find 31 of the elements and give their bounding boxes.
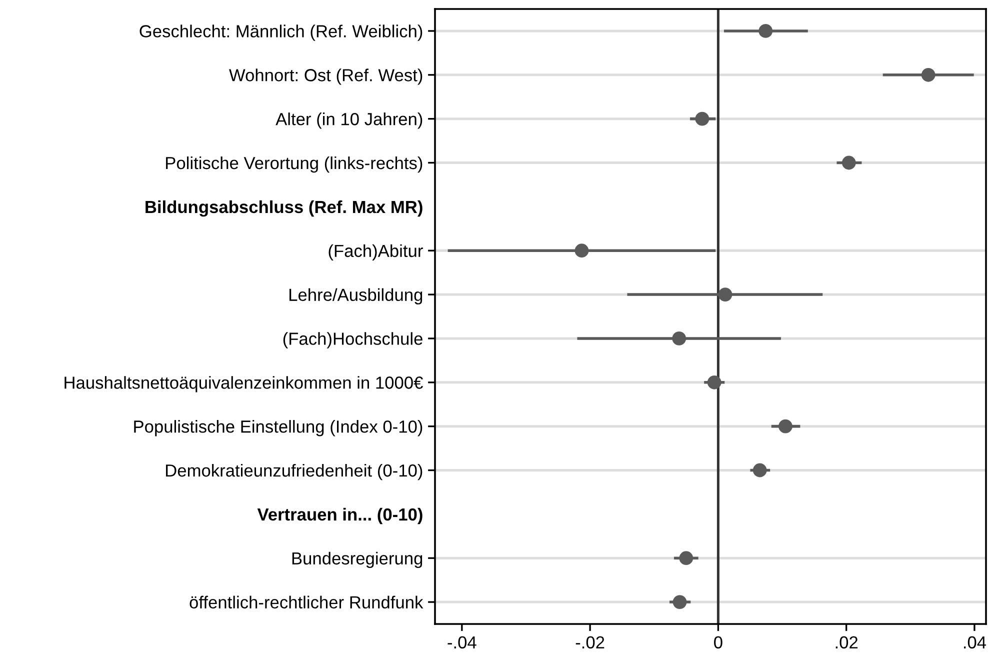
point [842,156,856,170]
point [758,24,773,38]
point [672,332,686,346]
point [752,463,767,478]
point [778,419,792,434]
x-tick-label: .02 [836,636,858,649]
y-tick-label: (Fach)Abitur [328,244,423,260]
x-tick-label: -.04 [448,636,476,649]
point [707,375,722,390]
y-tick-label: (Fach)Hochschule [283,332,422,348]
y-tick-label: Politische Verortung (links-rechts) [166,156,422,173]
y-tick-label: Vertrauen in... (0-10) [257,508,422,524]
y-tick-label: Alter (in 10 Jahren) [276,112,422,129]
y-tick-label: Bundesregierung [292,552,422,568]
x-tick-label: 0 [714,636,722,649]
y-tick-label: Haushaltsnettoäquivalenzeinkommen in 1000€ [64,376,423,392]
y-tick-label: Wohnort: Ost (Ref. West) [229,68,422,85]
y-tick-label: Geschlecht: Männlich (Ref. Weiblich) [140,24,422,41]
point [679,551,694,566]
x-tick-label: -.02 [576,636,604,649]
y-tick-label: Lehre/Ausbildung [289,288,422,304]
point [574,244,589,258]
y-tick-label: Bildungsabschluss (Ref. Max MR) [146,200,422,217]
point [718,288,732,302]
x-tick-label: .04 [964,636,986,649]
point [695,112,710,126]
point [921,68,936,82]
y-tick-label: Populistische Einstellung (Index 0-10) [134,420,422,436]
point [672,595,687,609]
y-tick-label: Demokratieunzufriedenheit (0-10) [166,464,422,480]
y-tick-label: öffentlich-rechtlicher Rundfunk [190,596,424,608]
